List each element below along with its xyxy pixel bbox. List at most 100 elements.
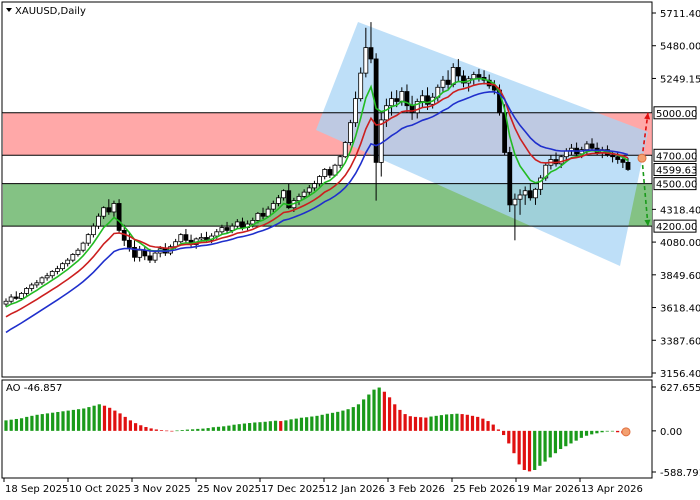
ao-bar-14 [76,409,81,431]
ao-bar-3 [19,418,24,431]
candle-body-113 [584,143,590,151]
price-tick-label-7: 4080.00 [660,238,700,249]
candle-body-66 [342,142,348,158]
candle-body-45 [234,221,240,227]
candle-body-10 [55,268,60,272]
date-tick-label-0: 18 Sep 2025 [5,484,68,495]
ao-bar-105 [548,430,552,458]
ao-bar-103 [538,430,542,466]
candle-body-118 [610,154,615,158]
ao-bar-30 [159,430,164,431]
ao-bar-51 [268,421,272,431]
ao-bar-92 [481,418,485,431]
ao-bar-5 [30,415,34,431]
level-label-0: 5000.00 [656,109,697,120]
ao-bar-55 [289,419,293,431]
ao-bar-44 [232,424,236,431]
ao-bar-28 [149,428,153,431]
price-tick-label-2: 5249.15 [660,74,700,85]
ao-bar-87 [455,413,459,431]
candle-body-105 [543,164,549,179]
candle-body-75 [389,98,394,107]
ao-bar-49 [258,422,262,431]
candle-body-24 [126,239,132,248]
ao-bar-53 [279,421,283,431]
candle-body-109 [563,150,569,158]
candle-body-100 [517,194,523,200]
ao-bar-108 [564,430,568,447]
ao-bar-64 [336,411,340,431]
ao-bar-22 [118,413,122,431]
date-tick-label-8: 19 Mar 2026 [517,484,580,495]
ao-current-marker [621,427,631,437]
ao-bar-62 [325,413,329,431]
candle-body-71 [368,47,374,60]
moving-average-2 [5,90,629,334]
candle-body-60 [312,183,317,189]
ao-bar-16 [87,407,91,431]
candle-body-28 [147,255,153,261]
ao-bar-4 [25,416,29,431]
ao-bar-93 [486,421,490,431]
ao-bar-25 [133,423,138,431]
price-panel: XAUUSD,Daily 5711.40 5480.00 5249.15 4318.40… [1,1,700,380]
candle-body-13 [70,254,76,261]
ao-bar-89 [465,414,469,431]
candle-body-6 [34,282,40,286]
candle-body-120 [620,159,626,163]
ao-bar-96 [502,430,506,436]
ao-bar-57 [299,417,304,431]
ao-bar-77 [403,414,407,431]
ao-bar-109 [569,430,573,444]
date-tick-label-2: 3 Nov 2025 [133,484,191,495]
price-tick-label-10: 3387.60 [660,336,700,347]
ao-bar-12 [66,410,70,431]
ao-bar-26 [139,425,143,431]
candle-body-70 [363,47,369,74]
forecast-arrow-head-0 [644,112,651,120]
ao-bar-35 [185,429,190,431]
current-price-label: 4599.63 [656,166,697,177]
ao-bar-82 [429,416,433,431]
candle-body-1 [8,296,14,302]
symbol-dropdown-icon [6,8,12,12]
candle-body-61 [317,176,322,185]
candle-body-20 [106,207,112,213]
ao-bar-45 [237,424,241,431]
candle-body-54 [281,190,286,199]
ao-bar-24 [128,420,132,431]
candle-body-99 [512,198,518,206]
ao-bar-78 [408,416,412,431]
candle-body-38 [198,237,204,240]
ao-bar-15 [82,408,86,431]
candle-body-21 [111,203,117,213]
candle-body-25 [132,246,137,258]
candle-body-9 [49,271,55,277]
ao-bar-59 [310,416,314,431]
ao-bar-79 [413,416,418,431]
ao-bar-73 [382,391,386,431]
candle-body-104 [538,177,544,190]
candle-body-74 [383,105,389,121]
moving-average-0 [5,77,629,308]
candle-body-48 [250,220,256,225]
ao-bar-10 [56,411,60,431]
candle-body-89 [461,75,466,84]
ao-bar-42 [222,426,226,431]
ao-label: AO -46.857 [6,383,62,394]
candle-body-121 [625,161,631,170]
ao-tick-label-2: -588.791 [660,468,700,479]
date-axis: 18 Sep 2025 10 Oct 2025 3 Nov 2025 25 Nov 2… [3,478,643,495]
level-label-box-2 [653,177,697,191]
ao-bar-98 [512,430,516,454]
candle-body-72 [373,58,379,163]
candle-body-43 [224,227,230,231]
ao-tick-label-1: 0.00 [660,427,682,438]
ao-bar-27 [144,427,148,431]
price-tick-label-0: 5711.40 [660,9,700,20]
channel-band [316,22,648,266]
ao-bar-32 [170,430,174,432]
ao-bar-33 [175,430,179,432]
ao-bar-110 [574,430,578,441]
forecast-arrow-head-1 [644,219,651,227]
